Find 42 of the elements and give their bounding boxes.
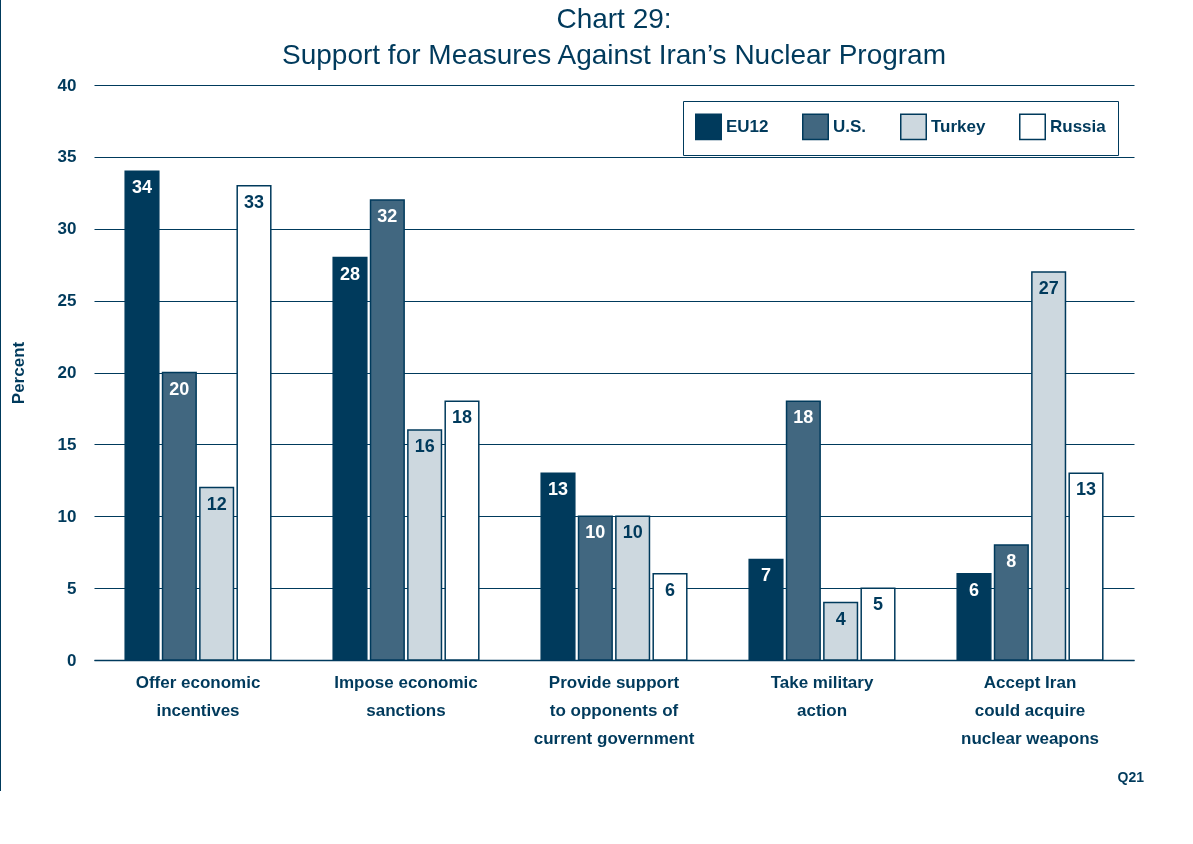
data-label: 4	[835, 608, 846, 629]
x-tick-label: Provide support to opponents of current government	[533, 672, 695, 748]
data-label: 18	[793, 407, 814, 428]
data-label: 6	[664, 579, 676, 600]
data-label: 13	[1075, 479, 1097, 500]
x-tick-label: Offer economic incentives	[135, 672, 261, 720]
data-label: 10	[585, 522, 606, 543]
y-tick-label: 15	[57, 434, 77, 454]
y-tick-label: 0	[67, 650, 77, 670]
legend-label: Russia	[1050, 116, 1107, 136]
y-tick-label: 35	[57, 147, 77, 167]
y-tick-label: 25	[57, 291, 77, 311]
data-label: 13	[547, 479, 569, 500]
data-label: 32	[377, 206, 398, 226]
y-tick-label: 20	[57, 363, 77, 382]
data-label: 28	[339, 263, 361, 284]
data-label: 18	[451, 407, 473, 428]
data-label: 20	[169, 378, 190, 399]
data-label: 16	[414, 436, 435, 456]
data-label: 6	[968, 579, 980, 600]
legend-label: Turkey	[931, 116, 987, 136]
y-tick-label: 40	[57, 75, 77, 95]
chart-subtitle: Support for Measures Against Iran’s Nuclear Program	[281, 39, 947, 70]
data-label: 34	[131, 177, 153, 198]
legend-label: EU12	[726, 116, 769, 136]
x-tick-label: Take military action	[770, 672, 874, 720]
y-axis-title: Percent	[8, 341, 28, 405]
data-label: 5	[872, 594, 884, 615]
y-tick-label: 10	[57, 506, 77, 526]
x-tick-label: Accept Iran could acquire nuclear weapons	[961, 672, 1099, 748]
y-tick-label: 5	[67, 578, 77, 598]
data-label: 10	[622, 522, 643, 543]
text: Q21	[1117, 769, 1145, 785]
legend-label: U.S.	[833, 116, 867, 136]
data-label: 33	[243, 191, 265, 212]
data-label: 8	[1006, 551, 1017, 571]
data-label: 12	[206, 493, 227, 514]
data-label: 7	[760, 565, 772, 586]
chart-title: Chart 29:	[556, 3, 672, 34]
x-tick-label: Impose economic sanctions	[334, 672, 478, 720]
data-label: 27	[1038, 277, 1059, 298]
y-tick-label: 30	[57, 219, 77, 239]
